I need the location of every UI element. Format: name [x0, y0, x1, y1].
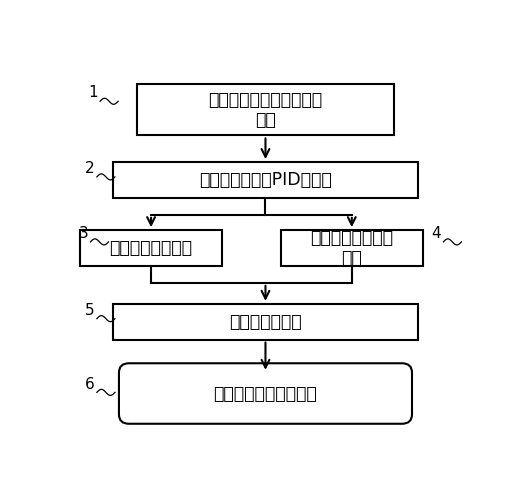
Text: 优化控制器参数: 优化控制器参数	[229, 313, 302, 330]
Text: 6: 6	[85, 377, 94, 391]
Text: 3: 3	[78, 226, 88, 241]
Text: 建立模糊分数阶PID控制器: 建立模糊分数阶PID控制器	[199, 171, 332, 189]
FancyBboxPatch shape	[137, 84, 394, 136]
Text: 抽蓄机组调速系统
建模: 抽蓄机组调速系统 建模	[310, 228, 393, 268]
Text: 4: 4	[431, 226, 441, 241]
Text: 抽蓄机组控制优化完成: 抽蓄机组控制优化完成	[213, 384, 318, 403]
Text: 并行引力搜索算法: 并行引力搜索算法	[110, 239, 193, 257]
Text: 分数阶微积分与模糊控制
理论: 分数阶微积分与模糊控制 理论	[208, 90, 323, 129]
Text: 1: 1	[88, 85, 98, 101]
Text: 2: 2	[85, 161, 94, 176]
Text: 5: 5	[85, 303, 94, 318]
FancyBboxPatch shape	[113, 304, 418, 340]
FancyBboxPatch shape	[113, 162, 418, 198]
FancyBboxPatch shape	[119, 363, 412, 424]
FancyBboxPatch shape	[80, 230, 222, 266]
FancyBboxPatch shape	[281, 230, 423, 266]
